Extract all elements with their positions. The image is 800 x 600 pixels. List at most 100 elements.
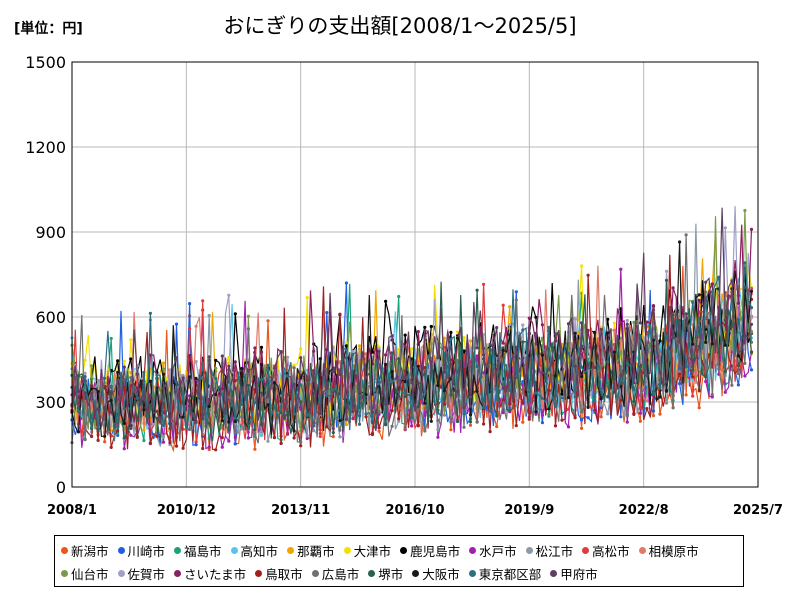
series-point — [534, 355, 538, 359]
series-point — [90, 364, 94, 368]
series-point — [527, 398, 531, 402]
series-point — [540, 371, 545, 375]
legend-item: 新潟市 — [61, 539, 109, 562]
series-point — [344, 281, 348, 285]
series-point — [436, 356, 440, 360]
series-point — [286, 423, 290, 427]
legend-marker — [61, 547, 68, 554]
series-point — [299, 383, 303, 387]
series-point — [501, 411, 505, 415]
series-point — [553, 332, 558, 336]
series-point — [527, 326, 531, 330]
series-point — [553, 405, 558, 409]
series-point — [214, 392, 218, 397]
series-point — [678, 240, 682, 244]
x-tick-label: 2022/8 — [619, 503, 669, 518]
legend-item: 東京都区部 — [468, 562, 541, 585]
series-point — [638, 419, 643, 423]
series-point — [508, 409, 512, 413]
series-point — [90, 426, 94, 430]
series-point — [638, 334, 643, 338]
series-point — [109, 424, 113, 428]
series-point — [586, 363, 590, 367]
series-point — [286, 355, 290, 359]
series-point — [155, 416, 159, 420]
legend-label: 甲府市 — [560, 567, 598, 582]
series-point — [246, 314, 250, 318]
series-point — [697, 406, 701, 410]
series-point — [710, 309, 714, 313]
series-point — [325, 425, 329, 429]
y-tick-label: 0 — [56, 478, 66, 497]
series-point — [599, 397, 603, 401]
series-point — [521, 391, 525, 395]
series-point — [658, 386, 662, 390]
series-point — [442, 389, 446, 393]
series-point — [227, 420, 231, 424]
series-point — [103, 434, 107, 438]
series-point — [351, 409, 355, 414]
series-point — [351, 416, 355, 421]
series-point — [553, 424, 558, 428]
series-point — [357, 422, 362, 426]
series-point — [96, 378, 100, 383]
series-point — [619, 267, 623, 271]
series-point — [475, 346, 479, 350]
series-point — [168, 441, 172, 445]
series-point — [194, 324, 198, 328]
series-point — [730, 324, 734, 328]
series-point — [710, 282, 714, 286]
series-point — [129, 433, 133, 437]
series-point — [370, 420, 375, 425]
series-point — [161, 423, 166, 427]
legend-marker — [368, 570, 376, 577]
series-point — [181, 390, 185, 394]
series-point — [678, 319, 682, 323]
series-point — [331, 435, 335, 439]
series-point — [325, 386, 329, 390]
series-point — [194, 443, 198, 447]
series-point — [90, 407, 94, 411]
series-point — [697, 344, 701, 349]
series-point — [423, 413, 427, 417]
series-point — [142, 370, 146, 374]
series-point — [233, 431, 237, 435]
legend-label: 高松市 — [592, 544, 630, 559]
series-point — [743, 361, 747, 365]
series-point — [514, 385, 518, 389]
series-point — [214, 448, 218, 452]
series-point — [357, 354, 362, 358]
series-point — [455, 330, 460, 334]
series-point — [664, 269, 669, 273]
series-point — [547, 367, 551, 372]
series-point — [501, 398, 505, 402]
series-point — [468, 404, 473, 408]
series-point — [220, 387, 224, 391]
series-point — [299, 440, 303, 444]
series-point — [142, 428, 146, 432]
series-point — [109, 445, 113, 449]
series-point — [266, 363, 270, 367]
series-point — [678, 305, 682, 309]
series-point — [90, 387, 94, 391]
y-tick-label: 1200 — [25, 138, 66, 157]
series-point — [168, 368, 172, 372]
series-point — [749, 316, 754, 320]
series-point — [593, 331, 597, 335]
series-point — [76, 374, 81, 378]
series-point — [116, 429, 120, 433]
series-point — [749, 322, 754, 326]
series-point — [233, 416, 237, 420]
series-point — [410, 357, 414, 361]
series-point — [547, 407, 551, 411]
series-point — [318, 412, 322, 416]
series-point — [286, 374, 290, 378]
series-point — [436, 384, 440, 388]
series-point — [651, 392, 656, 396]
series-point — [442, 370, 446, 374]
series-point — [272, 435, 277, 440]
series-point — [606, 317, 610, 321]
series-point — [736, 317, 741, 321]
series-point — [377, 410, 381, 414]
series-point — [651, 308, 656, 312]
